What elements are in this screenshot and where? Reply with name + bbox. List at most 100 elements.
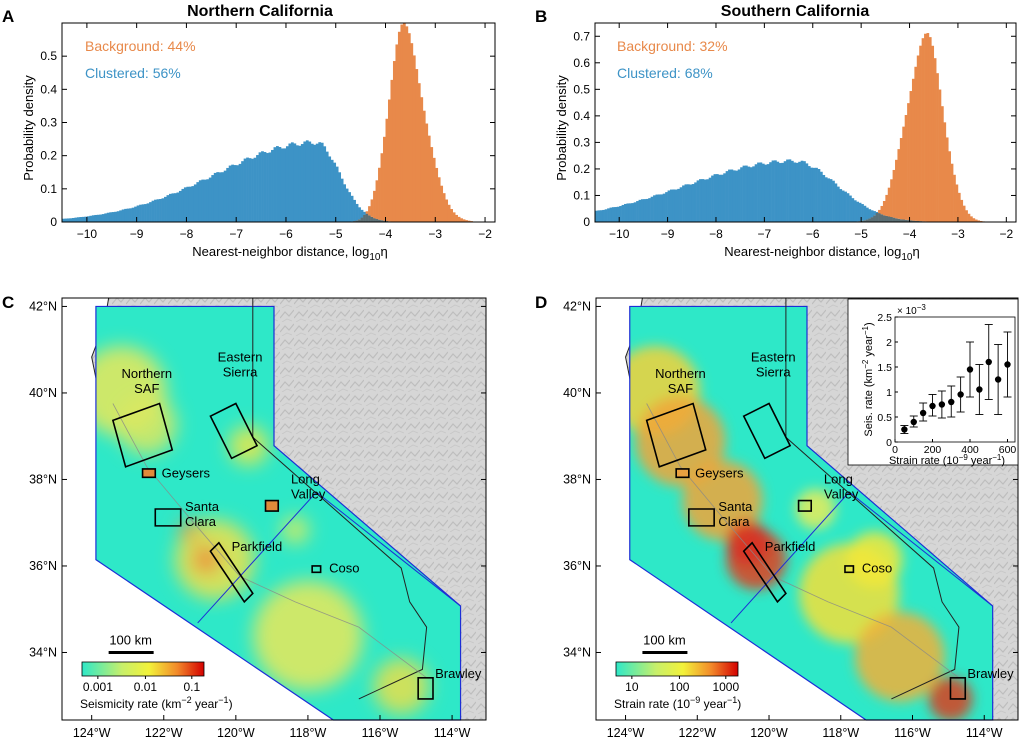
histogram-bar-clustered: [104, 213, 108, 222]
region-box-santa-clara: [154, 508, 182, 527]
fault-line: [646, 403, 960, 679]
histogram-bar-clustered: [66, 218, 70, 222]
histogram-bar-overlap: [373, 218, 376, 222]
histogram-bar-clustered: [343, 184, 346, 222]
histogram-bar-clustered: [328, 156, 332, 222]
histogram-bar-clustered: [674, 189, 678, 222]
histogram-bar-clustered: [844, 191, 847, 222]
inset-data-point: [938, 401, 946, 408]
colorbar-tick-label: 1000: [712, 680, 739, 694]
histogram-bar-overlap: [890, 217, 893, 222]
histogram-bar-clustered: [718, 174, 722, 222]
histogram-bar-background: [417, 83, 421, 222]
histogram-bar-clustered: [228, 165, 232, 222]
histogram-bar-clustered: [849, 195, 852, 222]
map-x-tick-label: 118°W: [822, 726, 859, 740]
histogram-bar-background: [387, 99, 391, 222]
histogram-bar-overlap: [911, 220, 915, 222]
strain-map: Northern SAF Eastern Sierra Geysers Santa Clar…: [563, 297, 1019, 740]
fault-line: [112, 403, 427, 679]
inset-y-label-part: −2: [861, 359, 870, 369]
histogram-bar-background: [397, 31, 401, 222]
histogram-bar-clustered: [682, 185, 685, 222]
histogram-bar-overlap: [383, 220, 386, 222]
y-axis-label-north: Probability density: [21, 75, 36, 181]
histogram-bar-clustered: [815, 167, 818, 222]
histogram-bar-clustered: [836, 186, 840, 222]
inset-x-tick-label: 400: [961, 444, 979, 456]
histogram-bar-clustered: [211, 175, 215, 222]
region-label-line: Coso: [329, 560, 359, 575]
histogram-bar-clustered: [764, 164, 768, 222]
map-y-tick-label: 36°N: [29, 559, 57, 573]
histogram-bar-clustered: [735, 170, 739, 222]
histogram-bar-clustered: [206, 179, 210, 222]
histogram-bar-clustered: [173, 193, 177, 222]
histogram-bar-clustered: [124, 208, 128, 222]
colorbar-label-part: −1: [218, 695, 228, 705]
y-tick-label: 0.5: [40, 49, 57, 63]
histogram-bar-clustered: [129, 208, 132, 222]
histogram-bar-clustered: [686, 184, 690, 222]
heat-blob: [179, 520, 200, 541]
histogram-bar-background: [452, 212, 456, 222]
region-label-coso: Coso: [329, 560, 359, 575]
region-label-line: Eastern: [218, 349, 263, 364]
histogram-bar-clustered: [298, 145, 302, 222]
histogram-bar-clustered: [708, 177, 712, 222]
histogram-bar-background: [422, 110, 426, 222]
histogram-bar-overlap: [875, 212, 879, 222]
histogram-bar-overlap: [355, 220, 359, 222]
histogram-bar-clustered: [198, 180, 202, 222]
histogram-bar-background: [450, 209, 453, 222]
histogram-bar-background: [390, 79, 394, 222]
histogram-bar-clustered: [759, 162, 763, 222]
y-tick-label: 0.2: [573, 162, 590, 176]
region-label-line: Brawley: [967, 666, 1014, 681]
region-label-line: Parkfield: [232, 539, 283, 554]
x-tick-label: −9: [661, 227, 675, 241]
colorbar-label: Strain rate (10−9 year−1): [614, 695, 741, 711]
histogram-bar-clustered: [183, 187, 187, 222]
histogram-bar-clustered: [660, 194, 664, 222]
region-label-line: Northern: [655, 366, 706, 381]
histogram-bar-clustered: [171, 193, 175, 222]
histogram-bar-clustered: [276, 146, 279, 222]
histogram-bar-clustered: [253, 157, 257, 222]
heat-blobs: [95, 345, 430, 715]
histogram-bar-clustered: [861, 204, 864, 221]
histogram-bar-clustered: [86, 216, 90, 222]
histogram-bar-clustered: [725, 171, 729, 222]
map-frame: [595, 297, 1019, 721]
histogram-bar-overlap: [868, 218, 872, 222]
region-label-parkfield: Parkfield: [765, 539, 816, 554]
histogram-bar-background: [460, 218, 463, 222]
panel-label-b: B: [535, 7, 547, 26]
histogram-bar-clustered: [599, 210, 603, 222]
histogram-bar-overlap: [914, 220, 918, 222]
histogram-bar-overlap: [375, 219, 379, 222]
histogram-bar-clustered: [119, 210, 123, 222]
histogram-bar-clustered: [146, 203, 150, 222]
colorbar-label-part: Seismicity rate (km: [80, 697, 181, 711]
histogram-bar-background: [892, 169, 896, 218]
histogram-bar-clustered: [350, 195, 354, 222]
inset-x-label-part: −1: [992, 453, 1002, 462]
x-axis-label-south-sub: 10: [901, 252, 913, 263]
histogram-bar-background: [926, 33, 930, 222]
histogram-bar-clustered: [691, 184, 695, 222]
histogram-bar-clustered: [134, 206, 137, 222]
histogram-bar-clustered: [308, 141, 312, 222]
histogram-bar-clustered: [261, 151, 264, 222]
region-label-line: Valley: [291, 487, 326, 502]
heat-blob: [373, 658, 430, 715]
inset-x-label-part: year: [968, 455, 993, 467]
seismicity-map: Northern SAF Eastern Sierra Geysers Santa Clar…: [29, 297, 487, 740]
region-label-line: Long: [824, 472, 853, 487]
histogram-bar-background: [457, 216, 461, 222]
histogram-bar-background: [945, 137, 949, 222]
x-axis-label-north-tail: η: [380, 244, 387, 259]
histogram-bar-background: [907, 103, 910, 221]
inset-data-point: [985, 358, 992, 366]
histogram-bar-clustered: [340, 178, 344, 222]
